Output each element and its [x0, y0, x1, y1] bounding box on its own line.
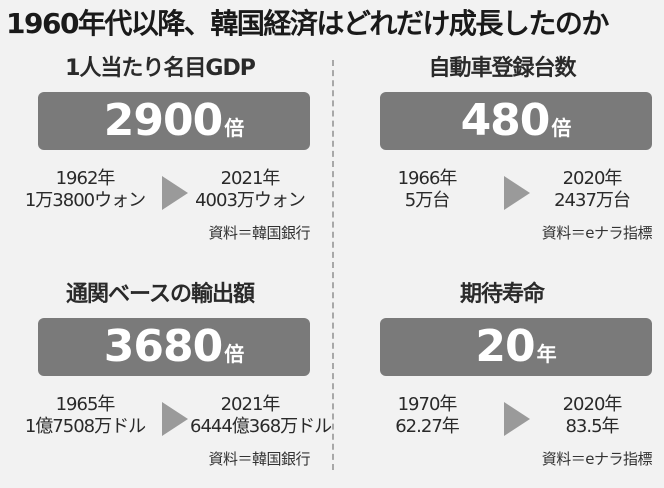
from-year: 1966年 — [397, 168, 458, 189]
to-block: 2021年 6444億368万ドル — [190, 394, 332, 438]
right-arrow-icon — [162, 176, 188, 210]
right-arrow-icon — [162, 402, 188, 436]
stat-panel-exports: 通関ベースの輸出額 3680 倍 1965年 1億7508万ドル 2021年 6… — [10, 278, 332, 488]
from-amount: 5万台 — [404, 190, 450, 211]
from-year: 1962年 — [55, 168, 116, 189]
to-year: 2020年 — [562, 394, 623, 415]
stat-panel-life-expectancy: 期待寿命 20 年 1970年 62.27年 2020年 83.5年 資料＝eナ… — [352, 278, 653, 488]
from-amount: 62.27年 — [395, 416, 460, 437]
value-box: 480 倍 — [380, 92, 652, 150]
to-amount: 6444億368万ドル — [190, 416, 332, 437]
from-block: 1962年 1万3800ウォン — [10, 168, 160, 212]
to-year: 2020年 — [562, 168, 623, 189]
from-amount: 1万3800ウォン — [24, 190, 146, 211]
to-amount: 2437万台 — [554, 190, 631, 211]
growth-value: 480 — [460, 95, 551, 146]
source-note: 資料＝eナラ指標 — [541, 224, 653, 242]
to-year: 2021年 — [220, 168, 281, 189]
growth-value: 3680 — [103, 321, 223, 372]
growth-unit: 倍 — [224, 342, 245, 366]
from-block: 1966年 5万台 — [352, 168, 502, 212]
divider — [332, 60, 334, 470]
page-title: 1960年代以降、韓国経済はどれだけ成長したのか — [6, 7, 609, 40]
from-year: 1965年 — [55, 394, 116, 415]
to-year: 2021年 — [220, 394, 281, 415]
from-block: 1970年 62.27年 — [352, 394, 502, 438]
from-amount: 1億7508万ドル — [24, 416, 146, 437]
growth-value: 2900 — [103, 95, 223, 146]
to-amount: 83.5年 — [565, 416, 619, 437]
stat-panel-gdp: 1人当たり名目GDP 2900 倍 1962年 1万3800ウォン 2021年 … — [10, 52, 311, 262]
growth-unit: 倍 — [224, 116, 245, 140]
from-block: 1965年 1億7508万ドル — [10, 394, 160, 438]
to-block: 2020年 83.5年 — [532, 394, 652, 438]
growth-value: 20 — [475, 321, 535, 372]
value-box: 2900 倍 — [38, 92, 310, 150]
source-note: 資料＝韓国銀行 — [208, 224, 310, 242]
to-block: 2020年 2437万台 — [532, 168, 652, 212]
stat-panel-cars: 自動車登録台数 480 倍 1966年 5万台 2020年 2437万台 資料＝… — [352, 52, 653, 262]
source-note: 資料＝韓国銀行 — [208, 450, 310, 468]
from-year: 1970年 — [397, 394, 458, 415]
to-amount: 4003万ウォン — [195, 190, 306, 211]
right-arrow-icon — [504, 402, 530, 436]
right-arrow-icon — [504, 176, 530, 210]
growth-unit: 倍 — [551, 116, 572, 140]
source-note: 資料＝eナラ指標 — [541, 450, 653, 468]
growth-unit: 年 — [536, 342, 557, 366]
to-block: 2021年 4003万ウォン — [190, 168, 310, 212]
panel-heading: 自動車登録台数 — [428, 56, 576, 81]
value-box: 20 年 — [380, 318, 652, 376]
panel-heading: 期待寿命 — [459, 282, 545, 307]
value-box: 3680 倍 — [38, 318, 310, 376]
panel-heading: 1人当たり名目GDP — [65, 56, 256, 81]
panel-heading: 通関ベースの輸出額 — [66, 282, 255, 307]
